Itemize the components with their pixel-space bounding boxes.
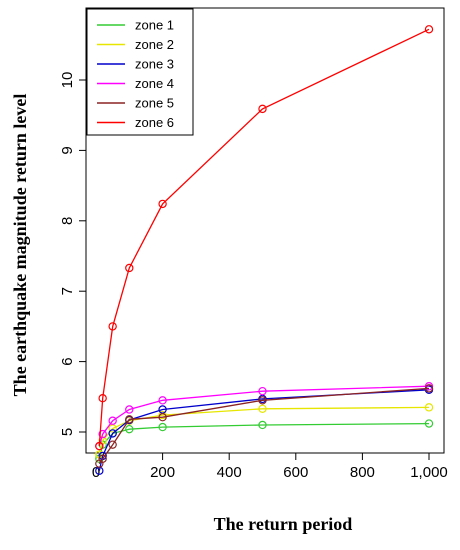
series-layer [95, 25, 434, 475]
legend-label: zone 3 [135, 57, 174, 72]
data-point [158, 199, 167, 209]
legend-label: zone 1 [135, 18, 174, 33]
x-tick-label: 1,000 [410, 464, 448, 481]
data-point [158, 422, 167, 432]
y-tick-label: 6 [59, 357, 76, 365]
x-axis-title: The return period [214, 514, 353, 534]
x-tick-label: 600 [283, 464, 308, 481]
plot-frame [85, 7, 445, 454]
series-3 [95, 385, 434, 475]
legend-label: zone 2 [135, 37, 174, 52]
y-tick-label: 7 [59, 287, 76, 295]
legend-box [86, 8, 194, 136]
series-line [98, 422, 430, 459]
data-point [108, 440, 117, 449]
data-point [125, 263, 134, 273]
plot-area [85, 7, 445, 454]
series-line [98, 387, 430, 465]
data-point [424, 384, 434, 393]
data-point [98, 429, 107, 439]
legend-label: zone 6 [135, 115, 174, 130]
x-tick-label: 400 [217, 464, 242, 481]
data-point [98, 394, 107, 403]
y-tick-label: 9 [59, 146, 76, 154]
legend-label: zone 5 [135, 96, 174, 111]
data-point [95, 441, 104, 451]
series-line [98, 385, 430, 447]
data-point [98, 454, 107, 463]
data-point [424, 419, 434, 428]
data-point [125, 405, 134, 414]
data-point [258, 396, 267, 405]
y-tick-label: 5 [59, 428, 76, 436]
data-point [108, 416, 117, 425]
data-point [258, 386, 267, 396]
y-axis: 5 6 7 8 9 10 [59, 72, 86, 436]
data-point [158, 413, 167, 422]
x-tick-label: 800 [350, 464, 375, 481]
series-5 [95, 384, 434, 468]
y-axis-title: The earthquake magnitude return level [10, 94, 30, 397]
data-point [125, 415, 134, 424]
data-point [258, 404, 267, 413]
data-point [125, 424, 134, 434]
data-point [258, 104, 267, 114]
data-point [258, 420, 267, 430]
legend-label: zone 4 [135, 76, 174, 91]
x-tick-label: 200 [150, 464, 175, 481]
y-tick-label: 10 [59, 72, 76, 89]
data-point [108, 429, 117, 438]
data-point [424, 403, 434, 412]
series-2 [95, 403, 434, 459]
data-point [108, 322, 117, 331]
y-tick-label: 8 [59, 217, 76, 225]
legend: zone 1 zone 2 zone 3 zone 4 zone 5 zone 6 [86, 8, 194, 136]
data-point [158, 396, 167, 405]
x-axis: 0 200 400 600 800 1,000 [92, 453, 448, 481]
series-1 [95, 419, 434, 463]
series-line [98, 28, 430, 447]
series-6 [95, 25, 434, 451]
data-point [424, 25, 434, 34]
